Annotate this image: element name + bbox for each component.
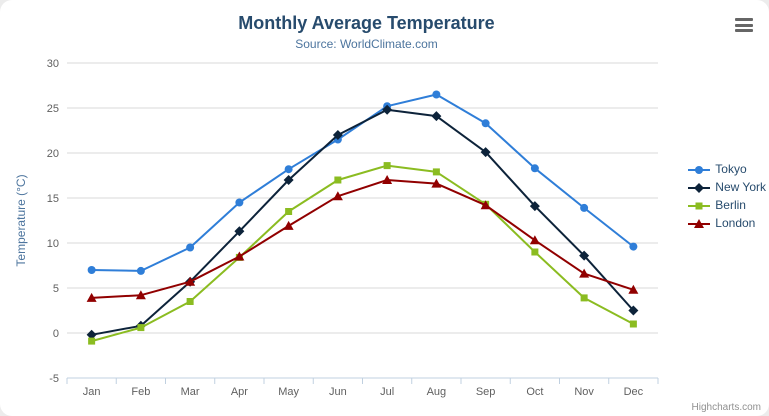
x-axis-label: Feb: [131, 386, 150, 398]
legend-item-london[interactable]: London: [688, 217, 766, 230]
series-line-new-york: [90, 108, 635, 336]
legend-marker: [694, 182, 705, 193]
legend-marker: [695, 165, 704, 174]
legend-marker-icon-triangle: [688, 218, 711, 228]
series-marker-london: [86, 292, 97, 302]
x-axis-label: Jan: [83, 386, 101, 398]
y-axis-label: 5: [53, 283, 59, 295]
series-marker-berlin: [629, 320, 637, 328]
series-marker-new-york: [86, 329, 97, 340]
series-marker-new-york: [431, 111, 442, 122]
series-marker-tokyo: [87, 266, 96, 274]
series-marker-berlin: [137, 324, 145, 332]
series-line-berlin: [90, 164, 635, 343]
series-marker-berlin: [531, 248, 539, 256]
series-marker-berlin: [580, 294, 588, 302]
hamburger-icon: [735, 23, 753, 27]
legend-marker-icon-diamond: [688, 182, 711, 193]
x-axis-label: Mar: [181, 386, 200, 398]
legend-item-berlin[interactable]: Berlin: [688, 199, 766, 212]
legend-marker: [694, 218, 705, 228]
series-marker-new-york: [283, 175, 294, 185]
series-marker-tokyo: [432, 90, 441, 99]
series-marker-london: [431, 178, 442, 188]
series-marker-tokyo: [284, 165, 293, 174]
series-marker-tokyo: [629, 242, 638, 251]
series-marker-london: [135, 290, 146, 300]
series-marker-london: [382, 175, 393, 184]
legend: Tokyo New York Berlin London: [688, 163, 766, 230]
series-marker-new-york: [480, 147, 491, 158]
chart-title: Monthly Average Temperature: [238, 13, 495, 33]
x-axis-label: Jul: [380, 386, 394, 398]
series-marker-tokyo: [530, 164, 539, 173]
hamburger-icon: [735, 18, 753, 21]
chart-subtitle: Source: WorldClimate.com: [295, 37, 438, 51]
series-marker-tokyo: [186, 243, 195, 252]
series-marker-london: [480, 200, 491, 210]
credits-link[interactable]: Highcharts.com: [691, 402, 761, 413]
export-menu-button[interactable]: [735, 17, 753, 33]
x-axis-label: Dec: [624, 386, 644, 398]
series-marker-london: [283, 220, 294, 230]
series-marker-berlin: [88, 337, 96, 345]
series-marker-london: [185, 276, 196, 286]
y-axis-label: 25: [47, 103, 59, 115]
series-marker-london: [332, 191, 343, 201]
series-marker-berlin: [383, 162, 391, 170]
legend-item-tokyo[interactable]: Tokyo: [688, 163, 766, 176]
series-marker-new-york: [579, 250, 590, 261]
legend-label: Tokyo: [715, 162, 747, 176]
series-marker-berlin: [285, 208, 293, 215]
x-axis-label: Apr: [231, 386, 248, 398]
x-axis-label: Sep: [476, 386, 496, 398]
x-axis-label: Jun: [329, 386, 347, 398]
y-axis-label: 30: [47, 58, 59, 70]
series-marker-london: [529, 235, 540, 245]
series-marker-berlin: [432, 168, 440, 176]
legend-marker-icon-circle: [688, 165, 711, 174]
y-axis-title: Temperature (°C): [14, 174, 28, 266]
series-marker-new-york: [332, 130, 343, 140]
series-marker-tokyo: [580, 203, 589, 212]
series-marker-london: [628, 284, 639, 294]
series-marker-tokyo: [481, 119, 490, 128]
x-axis-label: Nov: [574, 386, 594, 398]
series-marker-berlin: [334, 176, 342, 184]
y-axis-label: 10: [47, 238, 59, 250]
series-line-london: [90, 179, 635, 299]
legend-label: New York: [715, 180, 766, 194]
series-marker-london: [234, 251, 245, 261]
series-marker-berlin: [186, 298, 194, 305]
y-axis-label: -5: [49, 373, 59, 385]
y-axis-label: 0: [53, 328, 59, 340]
series-marker-new-york: [628, 305, 639, 316]
series-marker-tokyo: [136, 266, 145, 275]
series-line-tokyo: [90, 93, 635, 272]
legend-marker-icon-square: [688, 202, 711, 209]
x-axis-label: May: [278, 386, 299, 398]
series-marker-new-york: [234, 226, 245, 237]
series-marker-tokyo: [235, 198, 244, 207]
y-axis-label: 15: [47, 193, 59, 205]
x-axis-label: Oct: [526, 386, 543, 398]
legend-label: London: [715, 216, 756, 230]
series-marker-new-york: [382, 104, 393, 115]
legend-item-new-york[interactable]: New York: [688, 181, 766, 194]
series-marker-london: [579, 268, 590, 278]
legend-marker: [695, 202, 703, 209]
y-axis-label: 20: [47, 148, 59, 160]
legend-label: Berlin: [715, 198, 746, 212]
series-marker-new-york: [529, 201, 540, 212]
hamburger-icon: [735, 29, 753, 32]
x-axis-label: Aug: [427, 386, 447, 398]
